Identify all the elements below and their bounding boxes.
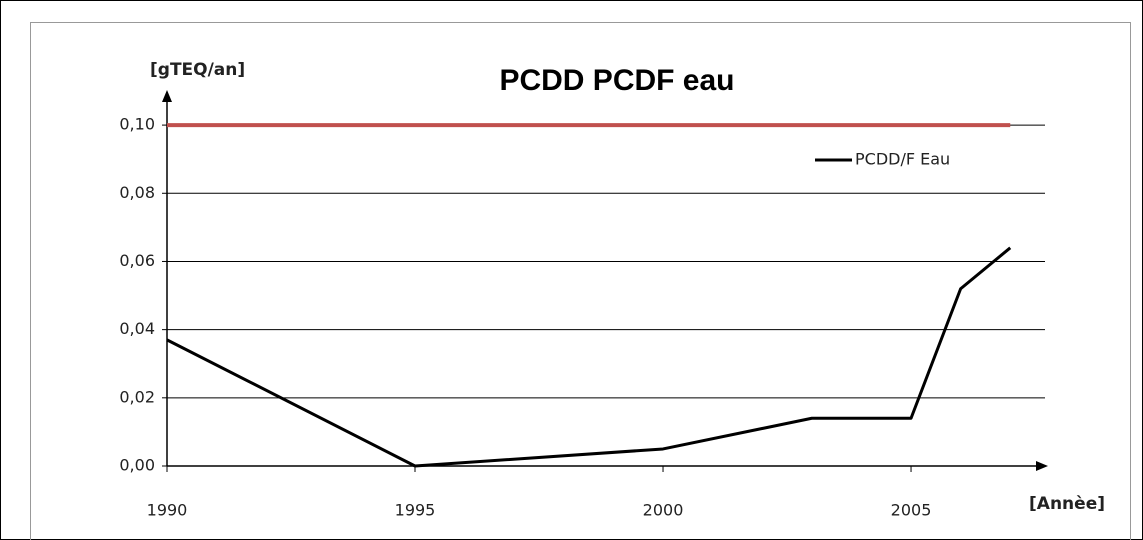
x-axis-arrow [1036, 461, 1048, 471]
x-tick-label: 2005 [891, 501, 932, 520]
y-axis-label: [gTEQ/an] [150, 60, 245, 80]
x-tick-label: 1995 [395, 501, 436, 520]
y-tick-label: 0,04 [119, 319, 155, 338]
series-line [166, 246, 1012, 468]
legend-label: PCDD/F Eau [855, 150, 950, 169]
y-tick-label: 0,06 [119, 251, 155, 270]
y-tick-label: 0,02 [119, 387, 155, 406]
x-tick-label: 1990 [147, 501, 188, 520]
y-tick-label: 0,10 [119, 115, 155, 134]
y-tick-label: 0,08 [119, 183, 155, 202]
y-tick-label: 0,00 [119, 456, 155, 475]
x-axis-label: [Annèe] [1029, 494, 1105, 514]
y-axis-arrow [162, 90, 172, 102]
chart-border [30, 22, 1131, 540]
x-tick-label: 2000 [643, 501, 684, 520]
chart-title: PCDD PCDF eau [499, 64, 734, 97]
